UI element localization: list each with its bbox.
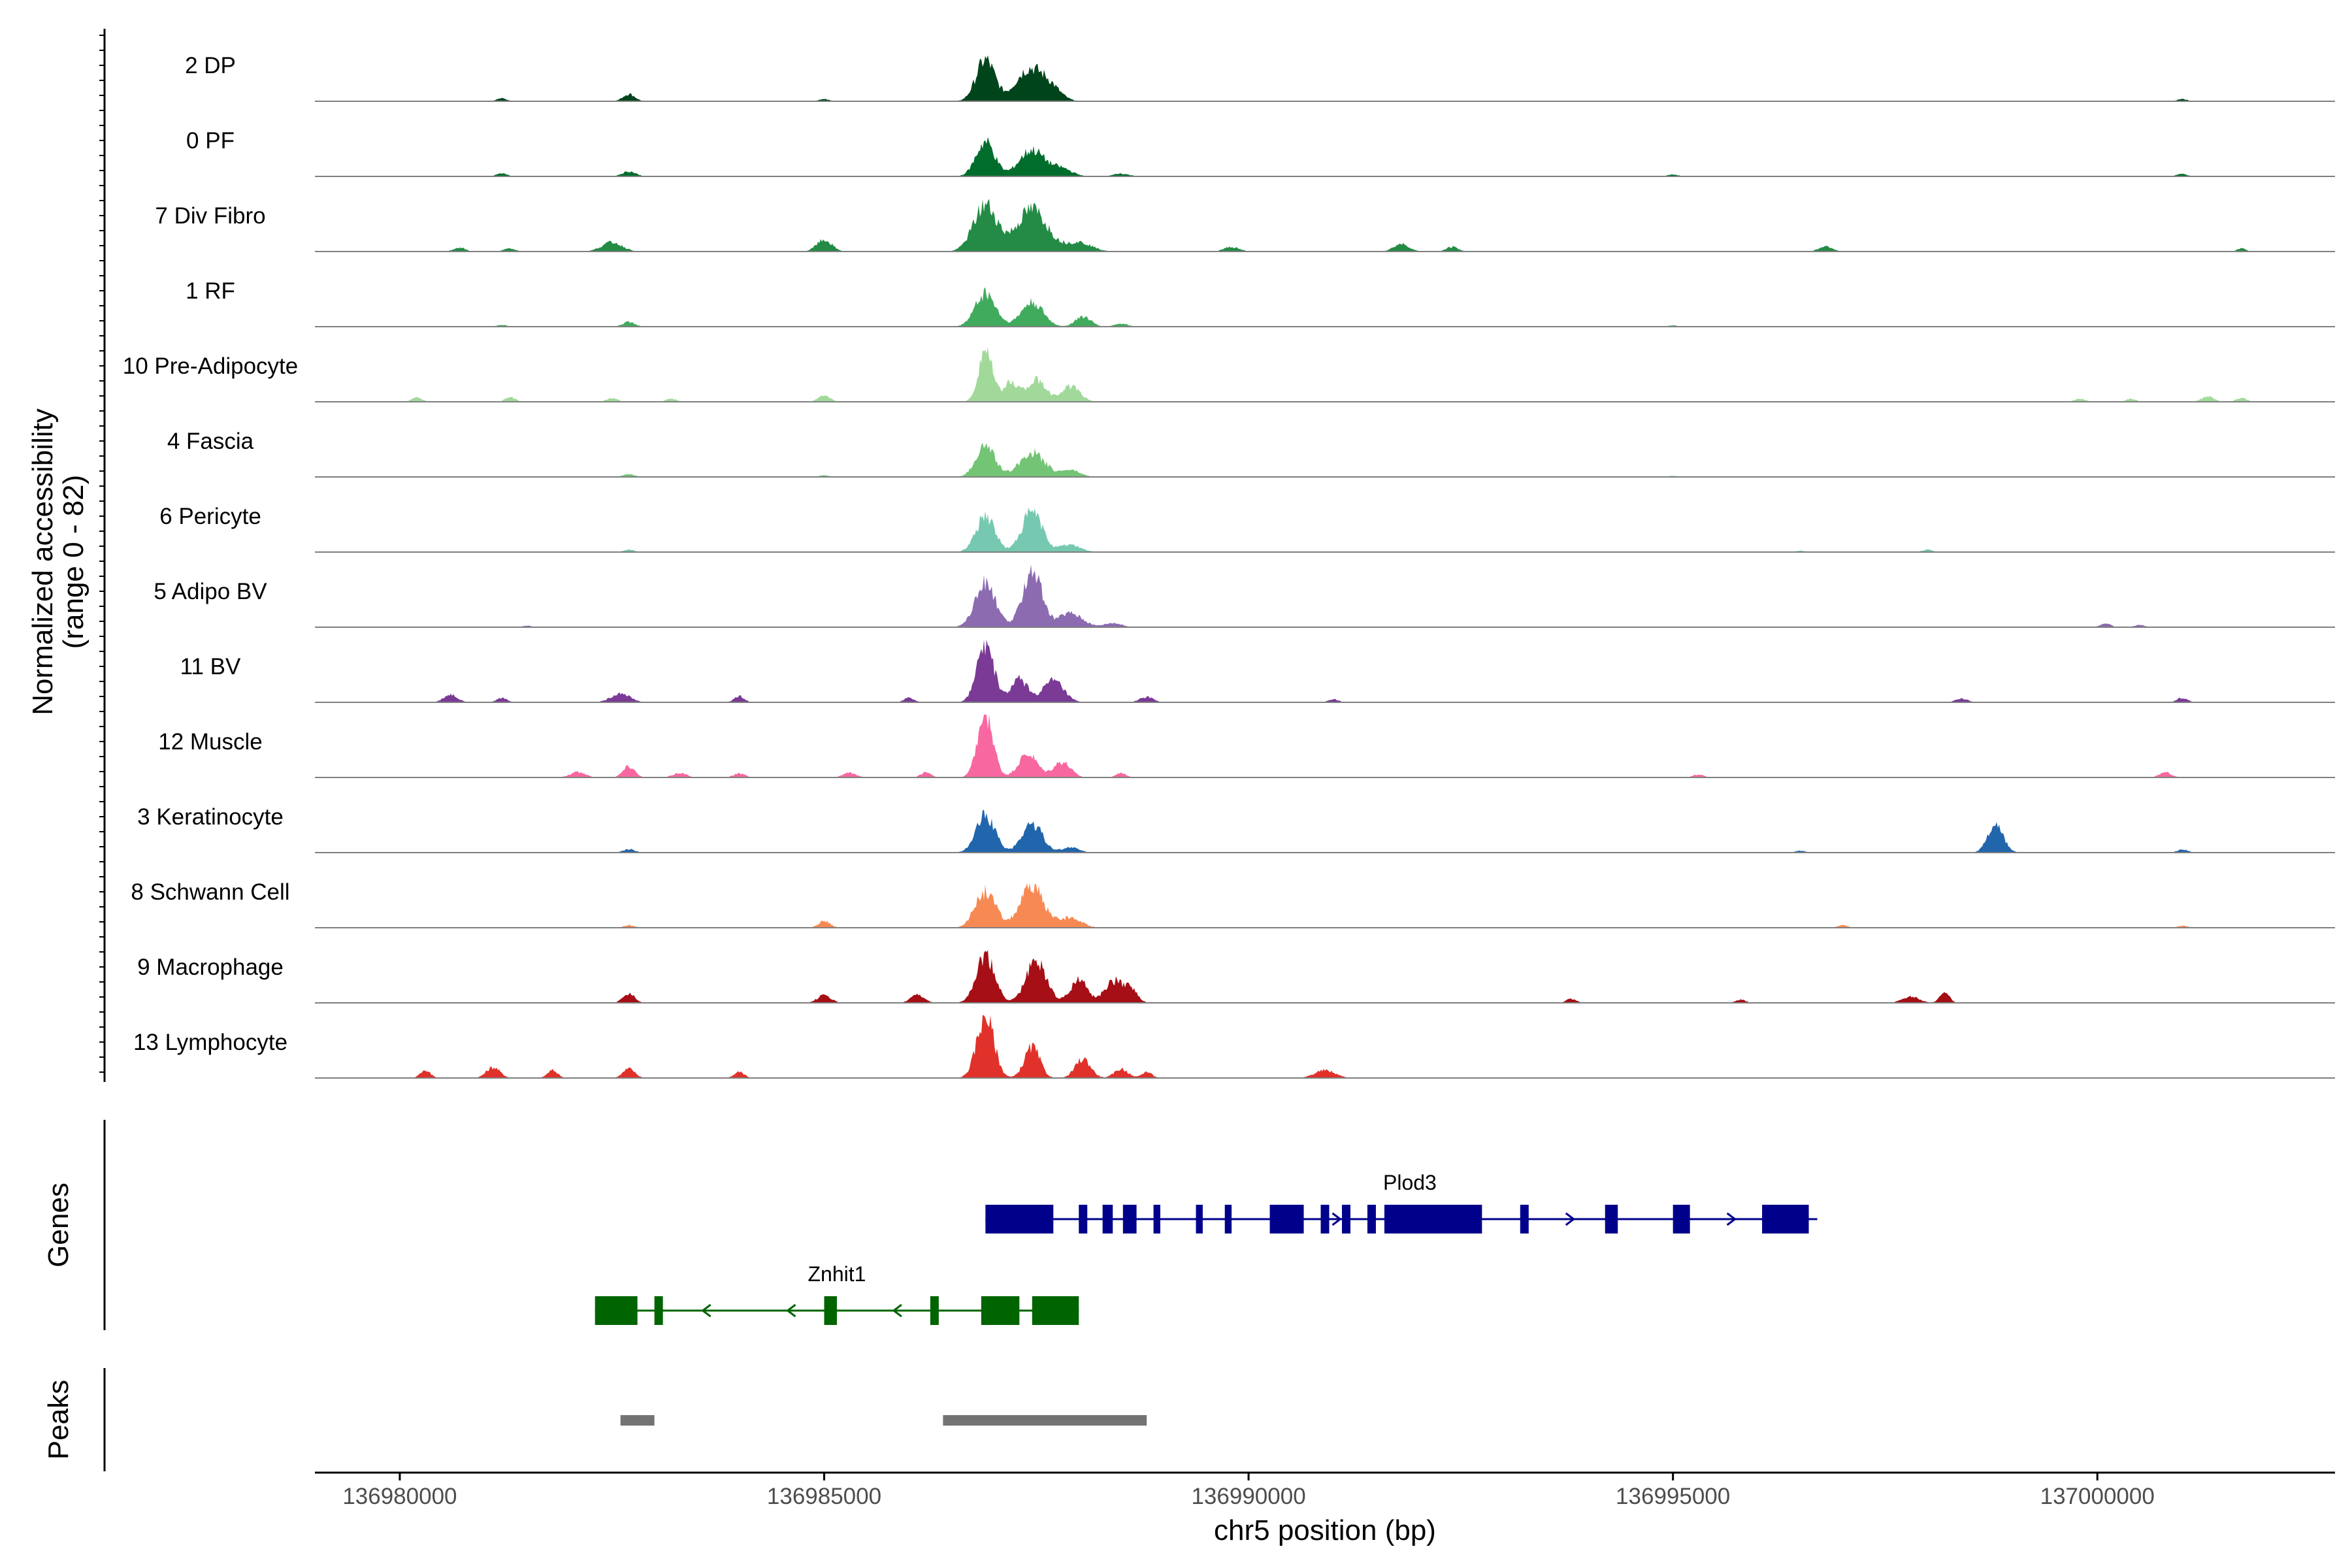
- track-3-keratinocyte: 3 Keratinocyte: [137, 804, 2335, 853]
- track-12-muscle: 12 Muscle: [158, 715, 2335, 778]
- gene-exon: [1196, 1205, 1203, 1233]
- gene-exon: [1320, 1205, 1330, 1233]
- x-tick-label: 136995000: [1616, 1484, 1730, 1509]
- track-label: 13 Lymphocyte: [133, 1030, 287, 1055]
- track-13-lymphocyte: 13 Lymphocyte: [133, 1015, 2335, 1079]
- gene-label: Plod3: [1383, 1171, 1437, 1194]
- peak-bar: [943, 1415, 1147, 1426]
- gene-exon: [1153, 1205, 1160, 1233]
- strand-arrow: [701, 1303, 711, 1318]
- gene-exon: [1673, 1205, 1690, 1233]
- genes-panel-title: Genes: [42, 1183, 74, 1267]
- track-label: 4 Fascia: [167, 429, 254, 454]
- gene-exon: [1367, 1205, 1376, 1233]
- x-tick-label: 136980000: [342, 1484, 457, 1509]
- gene-exon: [824, 1296, 837, 1325]
- gene-exon: [1384, 1205, 1482, 1233]
- gene-exon: [930, 1296, 939, 1325]
- track-label: 0 PF: [186, 128, 235, 154]
- track-2-dp: 2 DP: [185, 53, 2335, 102]
- gene-exon: [1605, 1205, 1618, 1233]
- strand-arrow: [1726, 1212, 1737, 1226]
- gene-znhit1: Znhit1: [595, 1262, 1079, 1325]
- coverage-tracks: 2 DP 0 PF 7 Div Fibro 1 RF 10 Pre-Adipocyte 4…: [123, 53, 2335, 1079]
- x-tick-label: 137000000: [2040, 1484, 2155, 1509]
- x-tick-label: 136985000: [767, 1484, 881, 1509]
- track-label: 8 Schwann Cell: [131, 879, 289, 905]
- track-5-adipo-bv: 5 Adipo BV: [154, 564, 2335, 628]
- track-label: 7 Div Fibro: [155, 203, 265, 229]
- gene-exon: [981, 1296, 1020, 1325]
- track-9-macrophage: 9 Macrophage: [137, 950, 2335, 1004]
- gene-exon: [1032, 1296, 1079, 1325]
- strand-arrow: [892, 1303, 902, 1318]
- gene-exon: [595, 1296, 638, 1325]
- track-label: 10 Pre-Adipocyte: [123, 353, 298, 379]
- track-label: 3 Keratinocyte: [137, 804, 284, 830]
- track-label: 11 BV: [180, 654, 241, 679]
- x-tick-label: 136990000: [1191, 1484, 1305, 1509]
- x-axis-ticks: 136980000 136985000 136990000 136995000 1370…: [342, 1473, 2155, 1509]
- strand-arrow: [1565, 1212, 1576, 1226]
- peak-bar: [620, 1415, 655, 1426]
- strand-arrow: [786, 1303, 796, 1318]
- gene-exon: [1079, 1205, 1088, 1233]
- gene-exon: [1520, 1205, 1529, 1233]
- track-10-pre-adipocyte: 10 Pre-Adipocyte: [123, 347, 2335, 402]
- gene-annotations: Plod3 Znhit1: [595, 1171, 1818, 1325]
- gene-exon: [985, 1205, 1054, 1233]
- track-1-rf: 1 RF: [186, 278, 2335, 327]
- gene-exon: [1102, 1205, 1113, 1233]
- track-label: 1 RF: [186, 278, 235, 304]
- track-label: 12 Muscle: [158, 729, 263, 755]
- gene-exon: [1762, 1205, 1809, 1233]
- coverage-y-ticks: [99, 35, 105, 1073]
- gene-label: Znhit1: [808, 1262, 866, 1286]
- track-7-div-fibro: 7 Div Fibro: [155, 199, 2335, 252]
- track-0-pf: 0 PF: [186, 128, 2335, 177]
- track-6-pericyte: 6 Pericyte: [159, 504, 2335, 553]
- track-4-fascia: 4 Fascia: [167, 429, 2335, 478]
- gene-exon: [1341, 1205, 1350, 1233]
- y-axis-title: Normalized accessibility: [27, 408, 59, 715]
- peak-regions: [620, 1415, 1147, 1426]
- gene-exon: [1122, 1205, 1137, 1233]
- peaks-panel-title: Peaks: [42, 1380, 74, 1460]
- gene-plod3: Plod3: [985, 1171, 1818, 1233]
- track-label: 2 DP: [185, 53, 236, 78]
- track-label: 5 Adipo BV: [154, 579, 267, 604]
- gene-exon: [1269, 1205, 1304, 1233]
- x-axis-title: chr5 position (bp): [1214, 1514, 1436, 1546]
- track-label: 6 Pericyte: [159, 504, 261, 529]
- strand-arrow: [1331, 1212, 1342, 1226]
- track-8-schwann-cell: 8 Schwann Cell: [131, 879, 2335, 928]
- gene-exon: [1224, 1205, 1232, 1233]
- gene-exon: [654, 1296, 663, 1325]
- track-11-bv: 11 BV: [180, 640, 2335, 703]
- y-axis-range-subtitle: (range 0 - 82): [57, 475, 90, 649]
- track-label: 9 Macrophage: [137, 955, 284, 980]
